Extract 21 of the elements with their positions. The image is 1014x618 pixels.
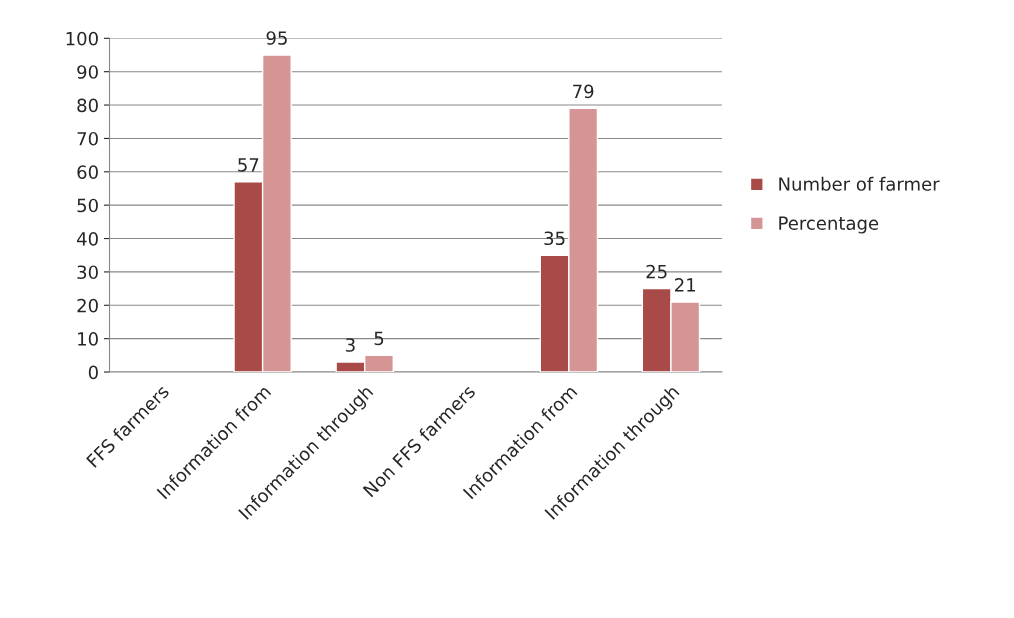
y-tick-label: 90 [77,65,98,79]
y-tick-label: 30 [77,265,98,280]
y-tick-label: 0 [88,365,98,380]
y-tick-label: 80 [77,98,98,113]
data-label: 57 [238,158,259,172]
data-label: 3 [346,338,355,352]
y-tick-label: 70 [77,131,98,146]
data-label: 5 [374,331,384,346]
y-tick-label: 10 [78,332,98,346]
data-label: 35 [544,231,565,246]
data-label: 25 [646,264,667,279]
legend-label: Number of farmer [779,176,940,191]
data-label: 21 [675,278,696,292]
data-label: 79 [573,84,594,99]
data-label: 95 [266,31,287,45]
y-tick-label: 20 [77,298,98,313]
legend-label: Percentage [779,216,879,234]
y-tick-label: 40 [77,232,98,246]
y-tick-label: 60 [77,165,98,179]
y-tick-label: 100 [66,31,98,46]
y-tick-label: 50 [77,198,98,213]
